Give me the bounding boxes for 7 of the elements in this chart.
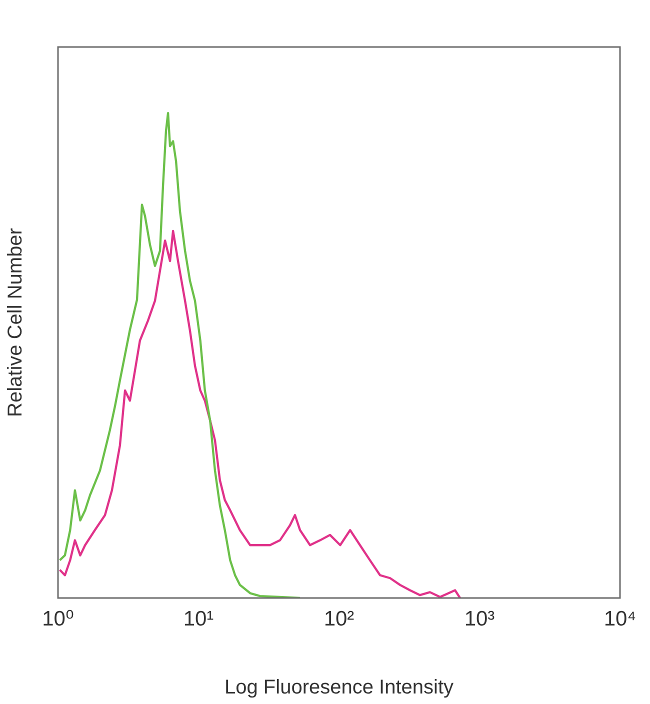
x-tick-label: 10⁰ [42,607,74,630]
x-tick-label: 10⁴ [604,607,636,630]
x-tick-label: 10² [324,607,354,630]
x-axis-title: Log Fluoresence Intensity [224,676,454,699]
y-axis-title: Relative Cell Number [4,228,27,417]
x-tick-label: 10¹ [183,607,214,630]
x-tick-label: 10³ [464,607,495,630]
